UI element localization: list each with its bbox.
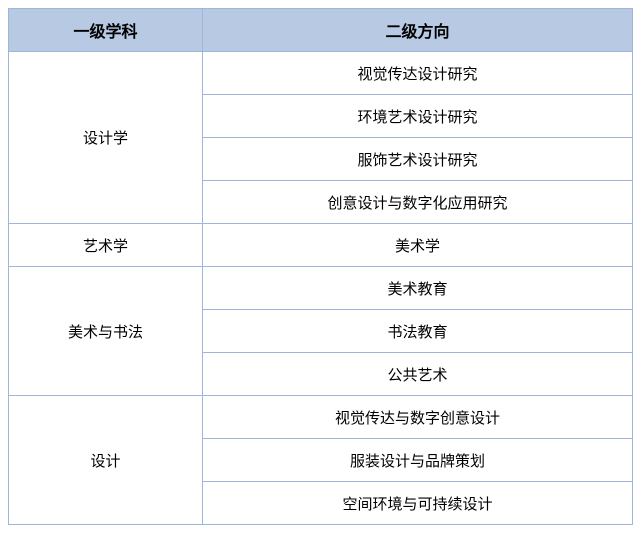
table-row: 艺术学 美术学 [9, 224, 633, 267]
table-header-row: 一级学科 二级方向 [9, 9, 633, 52]
secondary-cell: 书法教育 [203, 310, 633, 353]
table-row: 美术与书法 美术教育 [9, 267, 633, 310]
col-header-secondary: 二级方向 [203, 9, 633, 52]
secondary-cell: 公共艺术 [203, 353, 633, 396]
secondary-cell: 视觉传达设计研究 [203, 52, 633, 95]
table-row: 设计 视觉传达与数字创意设计 [9, 396, 633, 439]
primary-cell: 美术与书法 [9, 267, 203, 396]
secondary-cell: 美术学 [203, 224, 633, 267]
secondary-cell: 视觉传达与数字创意设计 [203, 396, 633, 439]
secondary-cell: 环境艺术设计研究 [203, 95, 633, 138]
col-header-primary: 一级学科 [9, 9, 203, 52]
secondary-cell: 服饰艺术设计研究 [203, 138, 633, 181]
primary-cell: 设计学 [9, 52, 203, 224]
secondary-cell: 美术教育 [203, 267, 633, 310]
primary-cell: 设计 [9, 396, 203, 525]
secondary-cell: 服装设计与品牌策划 [203, 439, 633, 482]
table-body: 设计学 视觉传达设计研究 环境艺术设计研究 服饰艺术设计研究 创意设计与数字化应… [9, 52, 633, 525]
secondary-cell: 创意设计与数字化应用研究 [203, 181, 633, 224]
primary-cell: 艺术学 [9, 224, 203, 267]
table-row: 设计学 视觉传达设计研究 [9, 52, 633, 95]
secondary-cell: 空间环境与可持续设计 [203, 482, 633, 525]
discipline-table: 一级学科 二级方向 设计学 视觉传达设计研究 环境艺术设计研究 服饰艺术设计研究… [8, 8, 633, 525]
